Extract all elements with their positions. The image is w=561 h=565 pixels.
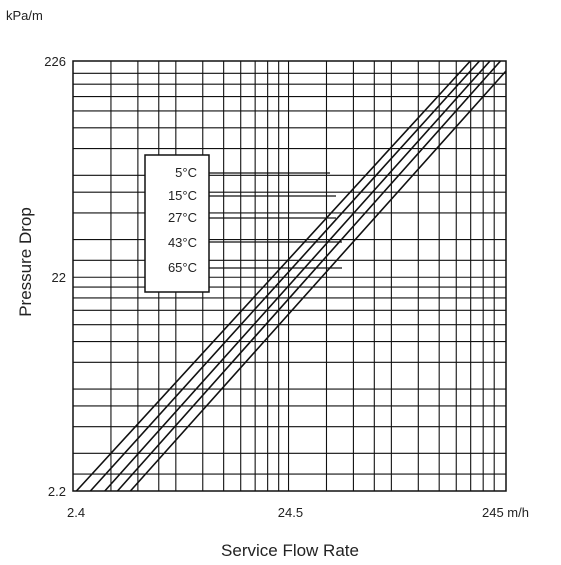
y-tick-label: 226: [44, 54, 66, 69]
y-tick-label: 22: [52, 270, 66, 285]
tick-labels: 2.4 24.5 245 m/h 2.2 22 226: [44, 54, 529, 520]
y-unit-label: kPa/m: [6, 8, 43, 23]
y-tick-label: 2.2: [48, 484, 66, 499]
series-line-4: [129, 70, 507, 492]
series-lines: [75, 60, 507, 492]
legend-entry-65c: 65°C: [168, 260, 197, 275]
legend-entry-15c: 15°C: [168, 188, 197, 203]
series-line-0: [75, 60, 471, 492]
x-tick-label: 245 m/h: [482, 505, 529, 520]
legend-entry-43c: 43°C: [168, 235, 197, 250]
legend-entry-5c: 5°C: [175, 165, 197, 180]
y-axis-title: Pressure Drop: [16, 207, 35, 317]
legend-box: [144, 154, 210, 293]
x-tick-label: 24.5: [278, 505, 303, 520]
series-line-1: [89, 60, 481, 492]
x-axis-title: Service Flow Rate: [221, 541, 359, 560]
legend: 5°C 15°C 27°C 43°C 65°C: [144, 154, 210, 293]
legend-leaders: [209, 172, 342, 269]
x-tick-label: 2.4: [67, 505, 85, 520]
series-line-3: [116, 60, 502, 492]
grid: [73, 61, 506, 491]
legend-entry-27c: 27°C: [168, 210, 197, 225]
series-line-2: [104, 60, 491, 492]
plot-frame: [72, 60, 507, 492]
